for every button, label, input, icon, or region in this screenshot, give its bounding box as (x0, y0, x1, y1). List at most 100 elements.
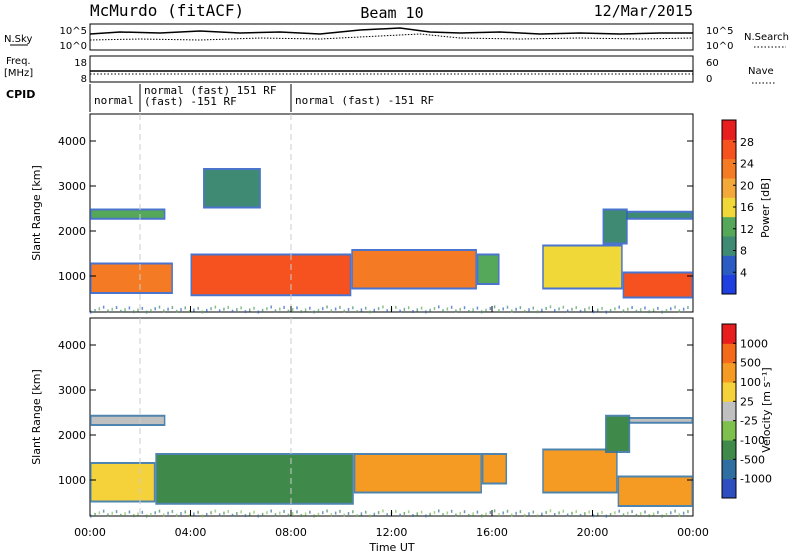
noise-speck (403, 511, 406, 515)
noise-speck (566, 309, 569, 313)
noise-speck (334, 511, 337, 515)
noise-speck (266, 307, 268, 311)
y-tick-label: 2000 (58, 225, 86, 238)
colorbar-segment (722, 343, 736, 364)
noise-speck (227, 509, 229, 513)
power-ylabel: Slant Range [km] (30, 165, 43, 261)
noise-speck (244, 514, 247, 518)
noise-speck (627, 511, 629, 515)
colorbar-segment (722, 178, 736, 198)
noise-speck (644, 306, 646, 310)
colorbar-segment (722, 139, 736, 160)
noise-speck (150, 308, 152, 312)
noise-speck (407, 510, 410, 514)
noise-speck (670, 511, 672, 515)
noise-speck (120, 513, 122, 517)
nave-label: Nave (748, 66, 774, 77)
noise-speck (523, 309, 526, 313)
noise-speck (463, 306, 466, 310)
noise-speck (446, 307, 449, 311)
noise-speck (442, 513, 444, 517)
noise-speck (343, 513, 345, 517)
noise-speck (356, 514, 358, 518)
noise-speck (450, 305, 453, 309)
data-band (483, 455, 506, 483)
noise-speck (304, 512, 307, 516)
colorbar-segment (722, 216, 736, 237)
noise-speck (300, 514, 303, 518)
noise-speck (330, 513, 333, 517)
noise-speck (420, 306, 423, 310)
noise-speck (429, 512, 431, 516)
noise-speck (287, 513, 290, 517)
noise-speck (433, 511, 436, 515)
data-band (543, 450, 617, 492)
noise-speck (489, 511, 492, 515)
noise-speck (317, 308, 320, 312)
noise-speck (206, 512, 208, 516)
colorbar-segment (722, 255, 736, 276)
noise-speck (665, 512, 668, 516)
noise-speck (279, 307, 281, 311)
noise-speck (360, 512, 363, 516)
noise-speck (124, 308, 126, 312)
noise-speck (111, 511, 113, 515)
noise-speck (137, 512, 139, 516)
noise-speck (158, 305, 161, 309)
noise-speck (270, 305, 272, 309)
noise-speck (622, 309, 625, 313)
y-tick-label: 3000 (58, 180, 86, 193)
noise-speck (596, 512, 599, 516)
noise-speck (420, 510, 423, 514)
freq-tick-bottom: 8 (81, 74, 87, 85)
x-tick-label: 00:00 (677, 526, 709, 539)
data-band (619, 212, 692, 218)
colorbar-segment (722, 120, 736, 140)
velocity-panel: 1000 2000 3000 4000 Slant Range [km] (30, 317, 694, 518)
noise-speck (416, 512, 419, 516)
data-band (91, 416, 164, 424)
data-band (156, 455, 353, 503)
beam-title: Beam 10 (360, 4, 423, 22)
noise-speck (167, 307, 169, 311)
noise-speck (382, 509, 384, 513)
noise-speck (476, 306, 479, 310)
data-band (192, 255, 350, 295)
data-band (606, 416, 629, 451)
noise-speck (657, 306, 659, 310)
noise-speck (687, 510, 689, 514)
noise-speck (257, 310, 260, 314)
nsearch-tick-bottom: 10^0 (706, 41, 733, 52)
noise-speck (472, 512, 474, 516)
noise-speck (339, 509, 341, 513)
data-band (355, 455, 481, 492)
noise-speck (132, 514, 135, 518)
noise-speck (554, 513, 556, 517)
noise-speck (511, 513, 513, 517)
noise-speck (236, 512, 238, 516)
cpid-segment-2a: normal (fast) 151 RF (144, 84, 276, 97)
noise-speck (545, 510, 547, 514)
nave-tick-bottom: 0 (706, 74, 712, 85)
noise-speck (438, 305, 440, 309)
colorbar-tick-label: 12 (740, 223, 754, 236)
noise-speck (313, 310, 315, 314)
noise-speck (270, 509, 272, 513)
colorbar-tick-label: -25 (740, 415, 758, 428)
noise-speck (274, 513, 277, 517)
noise-speck (210, 511, 212, 515)
power-panel: 1000 2000 3000 4000 Slant Range [km] (30, 113, 694, 314)
noise-speck (425, 514, 427, 518)
y-tick-label: 1000 (58, 270, 86, 283)
noise-speck (334, 307, 337, 311)
noise-speck (592, 310, 595, 314)
nsky-tick-bottom: 10^0 (60, 41, 87, 52)
noise-speck (279, 511, 281, 515)
noise-speck (403, 307, 406, 311)
noise-speck (266, 511, 268, 515)
noise-speck (652, 512, 655, 516)
noise-speck (455, 309, 457, 313)
noise-speck (614, 307, 616, 311)
noise-speck (347, 511, 350, 515)
